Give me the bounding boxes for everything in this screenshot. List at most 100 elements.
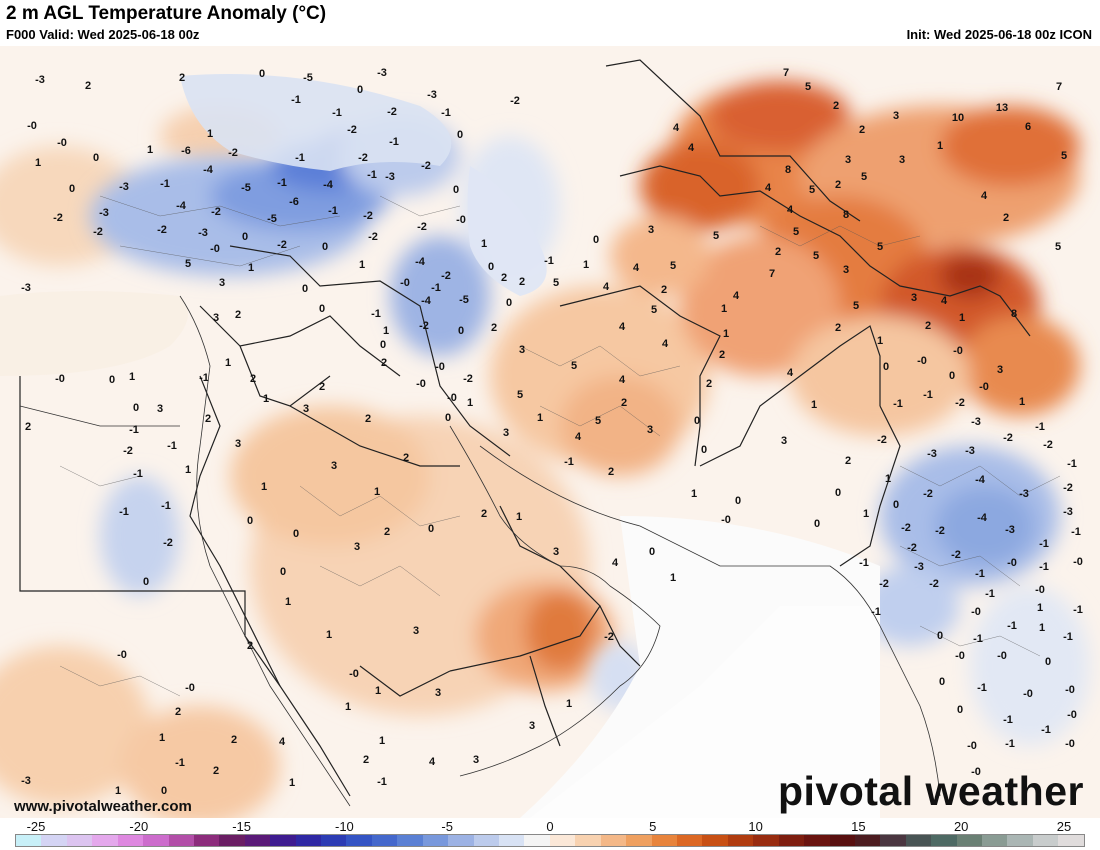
anomaly-value: 0 [444,412,452,424]
anomaly-value: 3 [434,687,442,699]
colorbar-swatch [397,835,423,846]
anomaly-value: 7 [1055,81,1063,93]
anomaly-value: -2 [951,549,961,561]
anomaly-value: -0 [1067,709,1077,721]
anomaly-value: 1 [284,596,292,608]
colorbar-tick-label: -25 [26,819,46,834]
colorbar-tick-label: 5 [649,819,657,834]
anomaly-value: -2 [955,397,965,409]
anomaly-value: 1 [206,128,214,140]
anomaly-value: -0 [1073,556,1083,568]
map-area[interactable]: -3 2 2 0 -5 -3 0 -3 -2 -0 -0 -1 -1 -2 -1 0 -2 -1 1 1 -6 -2 0 1-… [0,46,1100,818]
anomaly-value: -3 [927,448,937,460]
anomaly-value: 5 [650,304,658,316]
colorbar-swatch [499,835,525,846]
anomaly-value: -1 [371,308,381,320]
anomaly-value: 4 [940,295,948,307]
anomaly-value: 0 [132,402,140,414]
anomaly-value: 2 [24,421,32,433]
anomaly-value: -1 [1039,561,1049,573]
colorbar [15,834,1085,847]
anomaly-value: 2 [858,124,866,136]
brand-logo: pivotal weather [778,768,1084,814]
anomaly-value: -1 [277,177,287,189]
anomaly-value: 0 [505,297,513,309]
anomaly-value: 1 [358,259,366,271]
anomaly-value: 3 [353,541,361,553]
anomaly-value: -1 [1003,714,1013,726]
anomaly-value: 4 [618,321,626,333]
anomaly-value: -2 [347,124,357,136]
anomaly-value: 0 [142,576,150,588]
anomaly-value: 5 [808,184,816,196]
anomaly-value: 0 [592,234,600,246]
anomaly-value: 5 [516,389,524,401]
anomaly-value: -3 [21,282,31,294]
colorbar-swatch [829,835,855,846]
anomaly-value: 0 [693,415,701,427]
anomaly-value: -2 [1063,482,1073,494]
colorbar-swatch [66,835,93,846]
anomaly-value: 1 [722,328,730,340]
anomaly-value: -0 [1065,738,1075,750]
anomaly-value: 1 [344,701,352,713]
anomaly-value: 1 [158,732,166,744]
anomaly-value: -0 [721,514,731,526]
anomaly-value: 1 [720,303,728,315]
anomaly-value: -3 [427,89,437,101]
anomaly-value: 2 [834,179,842,191]
colorbar-swatch [626,835,652,846]
colorbar-swatch [575,835,601,846]
anomaly-value: 1 [128,371,136,383]
anomaly-value: 0 [882,361,890,373]
anomaly-value: 2 [1002,212,1010,224]
anomaly-value: -3 [198,227,208,239]
anomaly-value: 1 [146,144,154,156]
anomaly-value: 2 [249,373,257,385]
anomaly-value: -1 [1041,724,1051,736]
anomaly-value: 3 [780,435,788,447]
anomaly-value: 1 [515,511,523,523]
anomaly-value: -1 [377,776,387,788]
anomaly-value: -2 [363,210,373,222]
anomaly-value: 1 [1038,622,1046,634]
anomaly-value: 5 [669,260,677,272]
anomaly-value: -1 [1071,526,1081,538]
anomaly-value: 4 [632,262,640,274]
colorbar-swatch [448,835,474,846]
anomaly-value: -1 [295,152,305,164]
anomaly-value: 1 [34,157,42,169]
anomaly-value: 3 [502,427,510,439]
anomaly-value: -1 [859,557,869,569]
header: 2 m AGL Temperature Anomaly (°C) F000 Va… [0,0,1100,46]
colorbar-swatch [778,835,805,846]
anomaly-value: -3 [914,561,924,573]
anomaly-value: -2 [907,542,917,554]
anomaly-value: 1 [958,312,966,324]
colorbar-swatch [193,835,220,846]
anomaly-value: 0 [648,546,656,558]
anomaly-value: 0 [452,184,460,196]
anomaly-value: 0 [813,518,821,530]
anomaly-value: 2 [718,349,726,361]
anomaly-value: -2 [935,525,945,537]
colorbar-swatch [92,835,118,846]
anomaly-value: 5 [792,226,800,238]
anomaly-value: 2 [774,246,782,258]
anomaly-value: 5 [1054,241,1062,253]
anomaly-value: -1 [923,389,933,401]
anomaly-value: -6 [181,145,191,157]
anomaly-value: 8 [784,164,792,176]
anomaly-value: 2 [212,765,220,777]
anomaly-value: 3 [842,264,850,276]
map-title: 2 m AGL Temperature Anomaly (°C) [6,3,327,24]
anomaly-value: 2 [362,754,370,766]
anomaly-value: 2 [607,466,615,478]
anomaly-value: -6 [289,196,299,208]
anomaly-value: -2 [421,160,431,172]
anomaly-value: -1 [161,500,171,512]
anomaly-value: -1 [893,398,903,410]
anomaly-value: 8 [1010,308,1018,320]
anomaly-value: 1 [536,412,544,424]
anomaly-value: -0 [117,649,127,661]
